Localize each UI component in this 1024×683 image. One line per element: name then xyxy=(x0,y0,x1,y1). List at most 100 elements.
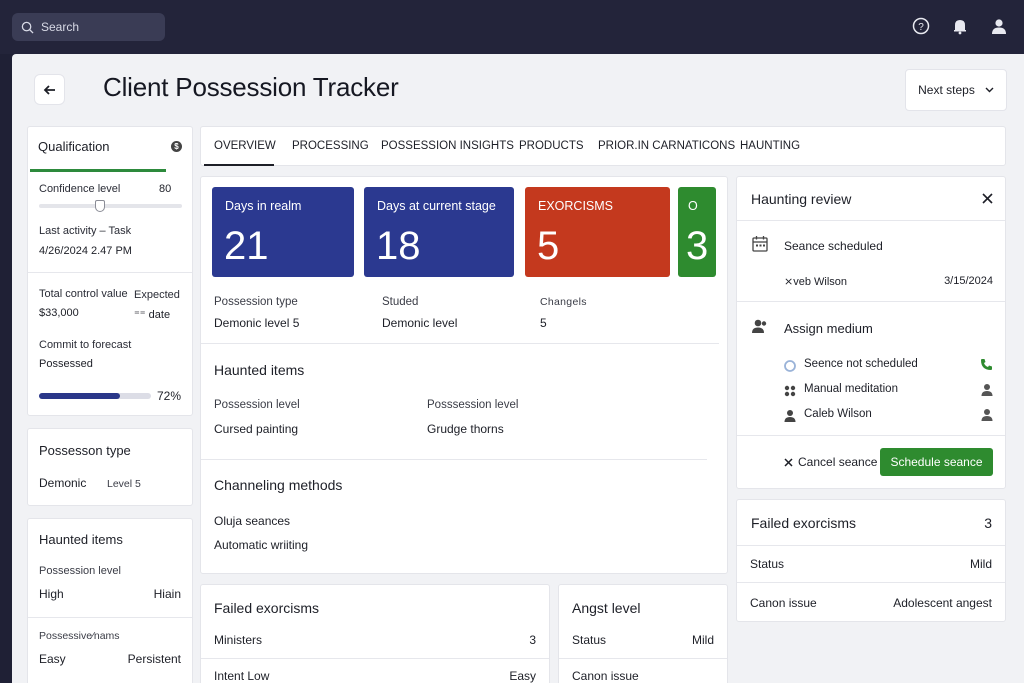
medium-item: Manual meditation xyxy=(804,383,898,395)
phone-icon[interactable] xyxy=(980,358,993,376)
confidence-slider[interactable] xyxy=(39,204,182,208)
bell-icon[interactable] xyxy=(949,15,971,37)
divider xyxy=(737,220,1005,221)
row-label: Canon issue xyxy=(750,596,817,610)
dollar-icon: $ xyxy=(171,141,182,152)
tab-processing[interactable]: PROCESSING xyxy=(292,140,369,152)
possessive-right-value: Persistent xyxy=(127,652,181,666)
total-control-value: $33,000 xyxy=(39,307,79,319)
slider-thumb[interactable] xyxy=(95,200,105,212)
row-label: Ministers xyxy=(214,633,263,647)
commit-label: Commit to forecast xyxy=(39,339,132,351)
failed-exorcisms-count: 3 xyxy=(984,515,992,531)
possession-type-card: Possesson type Demonic Level 5 xyxy=(27,428,193,506)
tab-haunting[interactable]: HAUNTING xyxy=(740,140,801,152)
seance-scheduled-label: Seance scheduled xyxy=(784,239,883,253)
cancel-seance-button[interactable]: Cancel seance xyxy=(784,455,877,469)
possessive-left-value: Easy xyxy=(39,652,66,666)
schedule-seance-button[interactable]: Schedule seance xyxy=(880,448,993,476)
confidence-label: Confidence level xyxy=(39,183,121,195)
commit-value: Possessed xyxy=(39,358,93,370)
next-steps-label: Next steps xyxy=(918,83,975,97)
field-value: Cursed painting xyxy=(214,422,299,436)
field-value: Demonic level 5 xyxy=(214,316,300,330)
divider xyxy=(201,658,549,659)
total-control-label: Total control value xyxy=(39,288,128,300)
haunted-items-title: Haunted items xyxy=(39,532,123,547)
active-tab-indicator xyxy=(204,164,274,166)
cancel-seance-label: Cancel seance xyxy=(798,455,878,469)
possession-level-label: Possession level xyxy=(39,565,121,577)
row-label: Status xyxy=(572,633,607,647)
page-title: Client Possession Tracker xyxy=(103,72,399,102)
field-label: Possession level xyxy=(214,399,300,411)
field-label: Studed xyxy=(382,296,419,308)
progress-percent: 72% xyxy=(157,389,182,403)
level-left-value: High xyxy=(39,587,64,601)
help-icon[interactable]: ? xyxy=(910,15,932,37)
divider xyxy=(28,272,192,273)
field-label: Posssession level xyxy=(427,399,519,411)
days-in-realm-tile: Days in realm 21 xyxy=(212,187,354,277)
person-icon xyxy=(784,409,796,427)
field-label: Possession type xyxy=(214,296,298,308)
haunting-review-title: Haunting review xyxy=(751,191,852,207)
close-icon[interactable] xyxy=(982,191,993,209)
exorcisms-tile: EXORCISMS 5 xyxy=(525,187,670,277)
failed-exorcisms-side-card: Failed exorcisms 3 Status Mild Canon iss… xyxy=(736,499,1006,622)
tab-products[interactable]: PRODUCTS xyxy=(519,140,584,152)
person-icon[interactable] xyxy=(981,408,993,426)
next-steps-button[interactable]: Next steps xyxy=(905,69,1007,111)
tab-possession-insights[interactable]: POSSESSION INSIGHTS xyxy=(381,140,514,152)
tile-label: EXORCISMS xyxy=(538,199,614,213)
tile-value: 3 xyxy=(686,224,709,268)
search-input[interactable]: Search xyxy=(12,13,165,41)
close-icon xyxy=(784,457,793,467)
tile-value: 18 xyxy=(376,224,421,268)
calendar-icon xyxy=(751,235,769,258)
qualification-card: Qualification $ Confidence level 80 Last… xyxy=(27,126,193,416)
row-label: Status xyxy=(750,557,785,571)
expected-label: Expected xyxy=(134,289,180,301)
divider xyxy=(28,617,192,618)
chevron-down-icon xyxy=(985,87,994,93)
last-activity-label: Last activity – Task xyxy=(39,225,132,237)
failed-exorcisms-card: Failed exorcisms Ministers 3 Intent Low … xyxy=(200,584,550,683)
channeling-item: Automatic wriiting xyxy=(214,538,309,552)
channeling-methods-title: Channeling methods xyxy=(214,477,343,493)
angst-level-card: Angst level Status Mild Canon issue xyxy=(558,584,728,683)
tile-label: Days in realm xyxy=(225,199,302,213)
assign-medium-title: Assign medium xyxy=(784,321,873,336)
angst-level-title: Angst level xyxy=(572,600,641,616)
divider xyxy=(737,582,1005,583)
divider xyxy=(201,459,707,460)
days-at-stage-tile: Days at current stage 18 xyxy=(364,187,514,277)
row-value: Mild xyxy=(691,633,714,647)
possession-type-title: Possesson type xyxy=(39,443,131,458)
tile-value: 5 xyxy=(537,224,560,268)
expected-value: ⁼⁼ date xyxy=(134,309,171,321)
row-value: Adolescent angest xyxy=(893,596,992,610)
progress-fill xyxy=(39,393,120,399)
user-icon[interactable] xyxy=(988,15,1010,37)
last-activity-value: 4/26/2024 2.47 PM xyxy=(39,245,132,257)
back-button[interactable] xyxy=(34,74,65,105)
tab-prior-incarnations[interactable]: PRIOR.IN CARNATICONS xyxy=(598,140,736,152)
divider xyxy=(559,658,727,659)
person-icon[interactable] xyxy=(981,383,993,401)
field-label: Changels xyxy=(540,296,587,308)
possession-type-value: Demonic xyxy=(39,476,87,490)
level-right-value: Hiain xyxy=(153,587,181,601)
seance-date: 3/15/2024 xyxy=(944,275,993,287)
qualification-title: Qualification xyxy=(38,139,110,154)
field-value: 5 xyxy=(540,316,547,330)
tab-overview[interactable]: OVERVIEW xyxy=(214,140,276,152)
field-value: Grudge thorns xyxy=(427,422,504,436)
tab-bar: OVERVIEW PROCESSING POSSESSION INSIGHTS … xyxy=(200,126,1006,166)
overview-card: Days in realm 21 Days at current stage 1… xyxy=(200,176,728,574)
haunting-review-panel: Haunting review Seance scheduled ⨯veb Wi… xyxy=(736,176,1006,489)
field-value: Demonic level xyxy=(382,316,458,330)
people-icon xyxy=(751,317,769,340)
possessive-label: Possessive⁄nams xyxy=(39,630,120,642)
page-canvas: Client Possession Tracker Next steps Qua… xyxy=(12,54,1024,683)
